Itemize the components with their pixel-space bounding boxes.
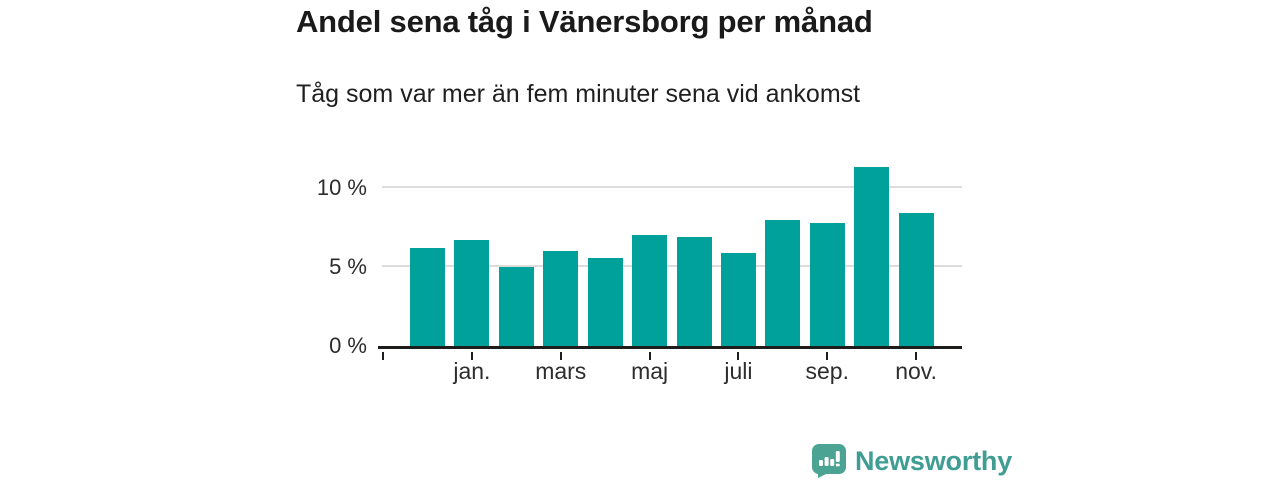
bar-maj: [632, 235, 668, 346]
x-axis-tick-sep.: [826, 352, 829, 360]
x-axis-tick-label: sep.: [805, 358, 849, 384]
x-axis-tick-juli: [737, 352, 740, 360]
gridline-10-percent: [382, 186, 962, 188]
plot-area: 0 % 5 % 10 % jan. mars maj juli sep. nov.: [317, 156, 962, 384]
chart-subtitle: Tåg som var mer än fem minuter sena vid …: [296, 80, 861, 108]
x-axis-tick-label: mars: [535, 358, 587, 384]
bar-sep: [809, 222, 845, 346]
x-axis-start-tick: [382, 352, 384, 360]
bar-nov: [898, 213, 934, 346]
gridline-5-percent: [382, 265, 962, 267]
bar-okt: [854, 167, 890, 346]
y-axis-tick-label: 0 %: [329, 333, 367, 358]
bar-feb: [498, 267, 534, 346]
x-axis-tick-maj: [648, 352, 651, 360]
bar-april: [587, 257, 623, 346]
x-axis-tick-label: juli: [724, 358, 753, 384]
bar-dec: [410, 248, 445, 346]
chart-title: Andel sena tåg i Vänersborg per månad: [296, 4, 873, 39]
newsworthy-speech-bubble-bars-icon: [812, 444, 846, 478]
x-axis-tick-mars: [559, 352, 562, 360]
bar-jan: [454, 240, 490, 346]
x-axis-tick-jan.: [470, 352, 473, 360]
x-axis-tick-label: jan.: [453, 358, 491, 384]
x-axis-tick-label: maj: [631, 358, 669, 384]
y-axis-tick-label: 10 %: [316, 175, 367, 200]
y-axis-tick-label: 5 %: [329, 254, 367, 279]
bar-juni: [676, 236, 712, 346]
x-axis-line: [378, 346, 962, 349]
x-axis-tick-label: nov.: [895, 358, 937, 384]
bar-juli: [720, 252, 756, 346]
brand-name: Newsworthy: [855, 446, 1013, 476]
bar-aug: [765, 219, 801, 346]
brand-footer: Newsworthy: [812, 444, 1012, 478]
x-axis-tick-nov.: [915, 352, 918, 360]
bar-mars: [543, 251, 579, 346]
